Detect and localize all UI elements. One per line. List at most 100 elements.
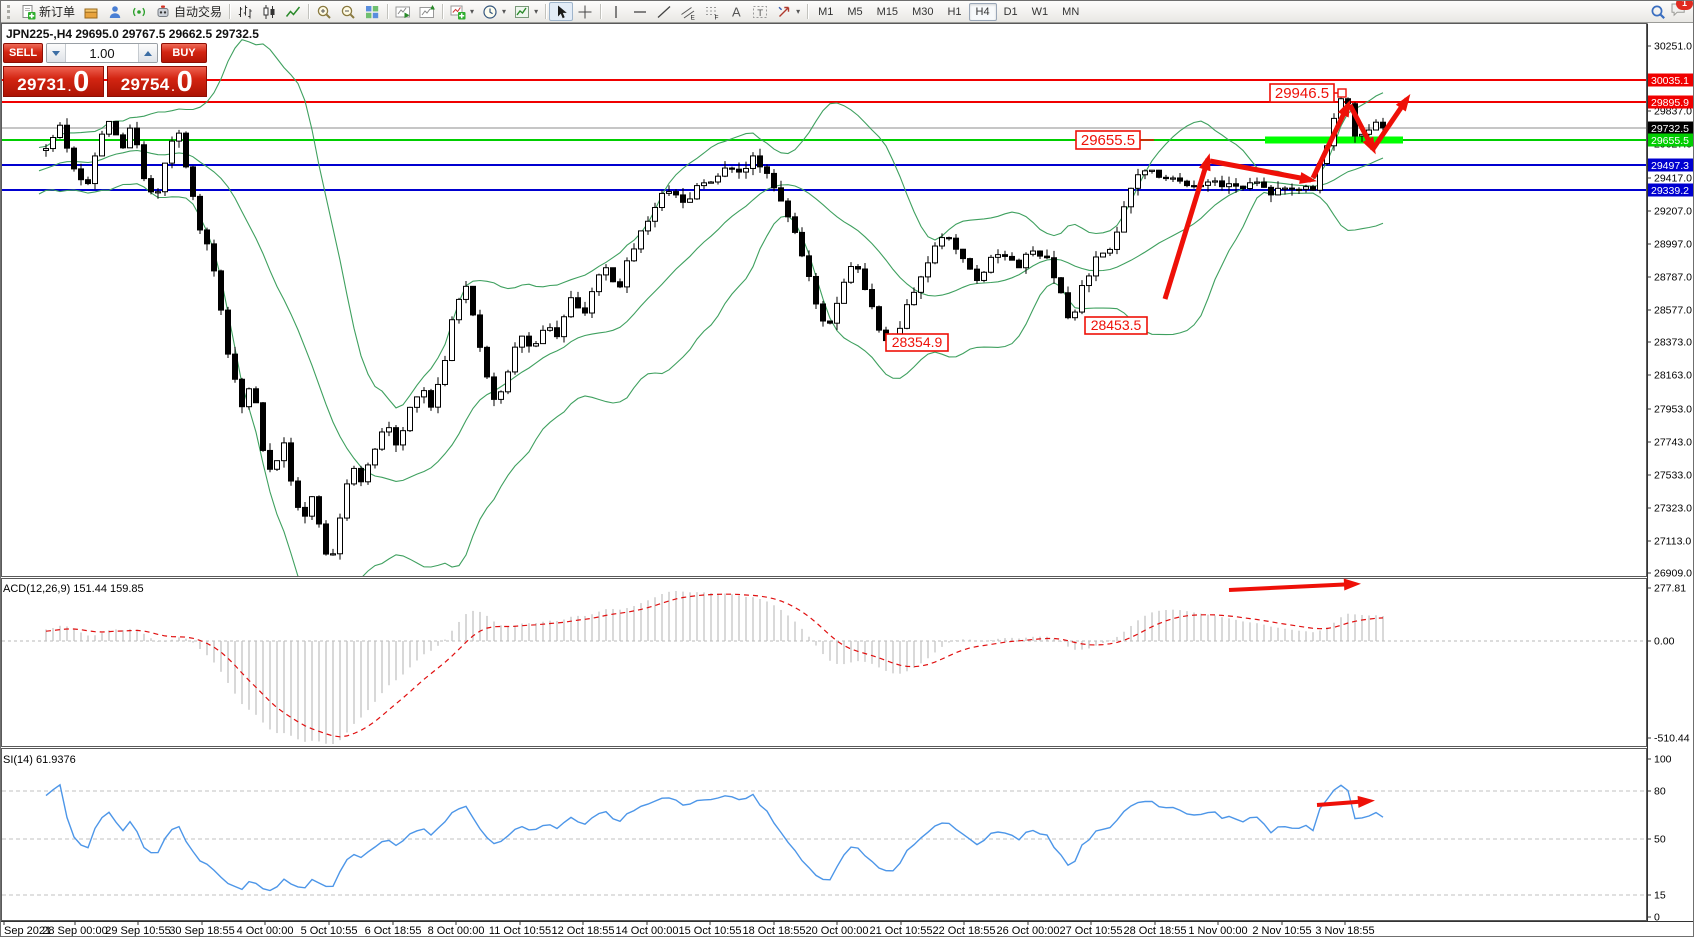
arrows-button[interactable]: ▾	[772, 2, 804, 21]
timeframe-w1-button[interactable]: W1	[1025, 3, 1056, 21]
periods-button[interactable]: ▾	[478, 2, 510, 21]
main-chart-panel[interactable]	[1, 23, 1647, 577]
bar-chart-mode-button[interactable]	[233, 2, 257, 21]
signal-icon	[131, 4, 147, 20]
trade-panel-controls: SELL BUY	[3, 43, 207, 63]
time-tick-label: 12 Oct 18:55	[552, 925, 615, 937]
macd-label: ACD(12,26,9) 151.44 159.85	[3, 583, 144, 595]
text-label-button[interactable]: T	[748, 2, 772, 21]
timeframe-mn-button[interactable]: MN	[1055, 3, 1086, 21]
chartshift-icon	[419, 4, 435, 20]
sell-button[interactable]: SELL	[3, 43, 43, 63]
clock-icon	[482, 4, 498, 20]
buy-price-main: 29754	[120, 75, 170, 94]
vertical-line-button[interactable]	[604, 2, 628, 21]
timeframe-m15-button[interactable]: M15	[870, 3, 905, 21]
equidistant-channel-button[interactable]: E	[676, 2, 700, 21]
person-icon	[107, 4, 123, 20]
time-tick-label: 21 Oct 10:55	[870, 925, 933, 937]
time-tick-label: 26 Oct 00:00	[997, 925, 1060, 937]
macd-panel[interactable]	[1, 578, 1647, 747]
chart-shift-button[interactable]	[415, 2, 439, 21]
rsi-panel[interactable]	[1, 748, 1647, 921]
zoom-in-button[interactable]	[312, 2, 336, 21]
triangle-up-icon	[144, 50, 152, 56]
trend-arrows[interactable]	[1162, 94, 1411, 808]
toolbar-separator	[600, 4, 602, 19]
rsi-tick-label: 80	[1654, 786, 1666, 798]
candles-icon	[261, 4, 277, 20]
search-button[interactable]	[1646, 2, 1670, 21]
svg-text:T: T	[757, 7, 763, 18]
toolbar-grip[interactable]	[7, 4, 13, 19]
timeframe-m1-button[interactable]: M1	[811, 3, 840, 21]
time-tick-label: 15 Oct 10:55	[679, 925, 742, 937]
timeframe-m5-button[interactable]: M5	[840, 3, 869, 21]
macd-tick-label: 277.81	[1654, 583, 1686, 595]
text-button[interactable]: A	[724, 2, 748, 21]
horizontal-line-button[interactable]	[628, 2, 652, 21]
sell-price[interactable]: 29731. 0	[3, 66, 104, 97]
time-tick-label: 30 Sep 18:55	[169, 925, 234, 937]
time-tick-label: Sep 2021	[4, 925, 51, 937]
auto-scroll-button[interactable]	[391, 2, 415, 21]
shapes-icon	[776, 4, 792, 20]
timeframe-h4-button[interactable]: H4	[968, 2, 997, 21]
chevron-down-icon: ▾	[796, 7, 801, 16]
cursor-button[interactable]	[549, 2, 574, 21]
price-axis[interactable]: 30251.029837.029627.029417.029207.028997…	[1647, 23, 1692, 924]
time-tick-label: 2 Nov 10:55	[1252, 925, 1311, 937]
market-watch-button[interactable]	[79, 2, 103, 21]
price-badge-label: 30035.1	[1651, 75, 1689, 87]
macd-tick-label: -510.44	[1654, 733, 1690, 745]
new-order-button[interactable]: 新订单	[16, 2, 79, 21]
buy-price[interactable]: 29754. 0	[106, 66, 207, 97]
macd-plot	[2, 590, 1646, 744]
chevron-down-icon: ▾	[470, 7, 475, 16]
candlestick-mode-button[interactable]	[257, 2, 281, 21]
signals-button[interactable]	[127, 2, 151, 21]
indicators-button[interactable]: ▾	[446, 2, 478, 21]
trendline-button[interactable]	[652, 2, 676, 21]
chevron-down-icon: ▾	[534, 7, 539, 16]
trade-panel-prices: 29731. 0 29754. 0	[3, 66, 207, 97]
timeframe-m30-button[interactable]: M30	[905, 3, 940, 21]
time-tick-label: 1 Nov 00:00	[1188, 925, 1247, 937]
auto-trading-button[interactable]: 自动交易	[151, 2, 226, 21]
crosshair-button[interactable]	[573, 2, 597, 21]
time-tick-label: 14 Oct 00:00	[616, 925, 679, 937]
buy-button[interactable]: BUY	[161, 43, 207, 63]
rsi-tick-label: 0	[1654, 912, 1660, 924]
time-tick-label: 28 Oct 18:55	[1124, 925, 1187, 937]
volume-increase-button[interactable]	[138, 44, 157, 62]
bars-icon	[237, 4, 253, 20]
bollinger-bands	[38, 38, 1384, 576]
volume-decrease-button[interactable]	[47, 44, 66, 62]
tile-windows-button[interactable]	[360, 2, 384, 21]
line-chart-mode-button[interactable]	[281, 2, 305, 21]
sell-price-main: 29731	[17, 75, 67, 94]
price-tick-label: 27953.0	[1654, 404, 1692, 416]
price-tick-label: 28373.0	[1654, 337, 1692, 349]
data-window-button[interactable]	[103, 2, 127, 21]
annotation-price-text: 29655.5	[1081, 132, 1135, 149]
price-tick-label: 28997.0	[1654, 239, 1692, 251]
zoom-out-button[interactable]	[336, 2, 360, 21]
zoomout-icon	[340, 4, 356, 20]
toolbar: 新订单 自动交易 ▾ ▾ ▾ E F A T ▾ M1 M5 M15 M30 H1 H4 D1 W1 MN 1	[1, 1, 1693, 23]
time-tick-label: 6 Oct 18:55	[365, 925, 422, 937]
chat-button[interactable]: 1	[1670, 1, 1693, 22]
search-icon	[1650, 4, 1666, 20]
volume-input[interactable]	[66, 44, 138, 62]
rsi-tick-label: 15	[1654, 890, 1666, 902]
timeframe-d1-button[interactable]: D1	[997, 3, 1025, 21]
annotation-price-text: 28453.5	[1091, 317, 1142, 333]
timeframe-h1-button[interactable]: H1	[940, 3, 968, 21]
templates-button[interactable]: ▾	[510, 2, 542, 21]
fibonacci-button[interactable]: F	[700, 2, 724, 21]
price-annotations[interactable]: 29946.5 29655.5 28354.9 28453.5	[885, 83, 1347, 352]
triangle-down-icon	[52, 50, 60, 56]
